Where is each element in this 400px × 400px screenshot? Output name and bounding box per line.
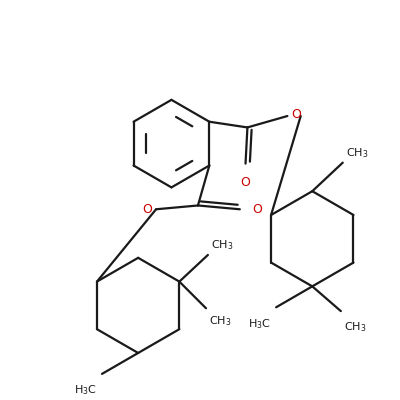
Text: CH$_3$: CH$_3$ — [209, 314, 231, 328]
Text: O: O — [240, 176, 250, 189]
Text: O: O — [142, 203, 152, 216]
Text: H$_3$C: H$_3$C — [74, 384, 97, 397]
Text: CH$_3$: CH$_3$ — [211, 238, 233, 252]
Text: H$_3$C: H$_3$C — [248, 317, 271, 331]
Text: CH$_3$: CH$_3$ — [346, 146, 368, 160]
Text: O: O — [291, 108, 301, 121]
Text: CH$_3$: CH$_3$ — [344, 321, 366, 334]
Text: O: O — [252, 203, 262, 216]
